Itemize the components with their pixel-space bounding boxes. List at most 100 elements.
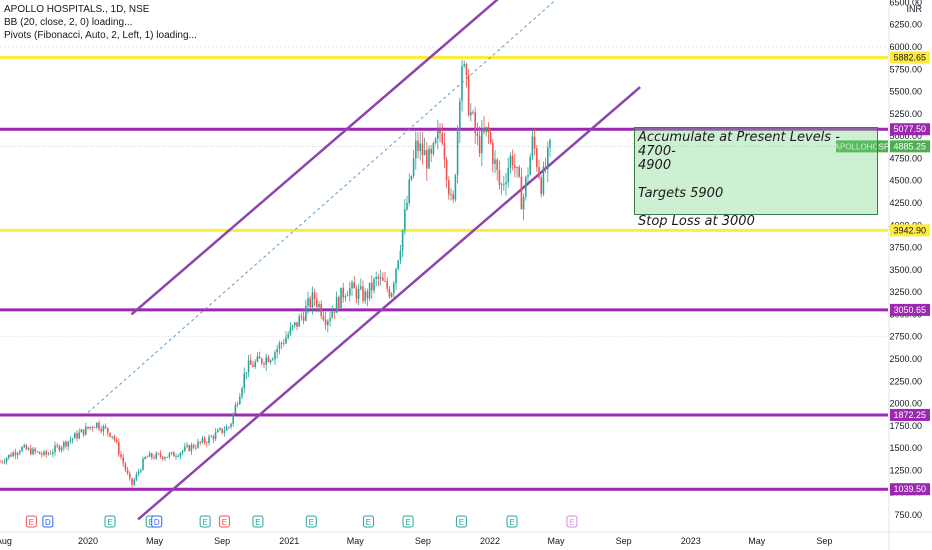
candle-body (263, 363, 265, 365)
x-tick-label: Aug (0, 536, 12, 546)
candle-body (360, 286, 362, 289)
y-tick-label: 4750.00 (889, 153, 922, 163)
symbol-tag (836, 140, 888, 153)
candle-body (496, 159, 499, 171)
candle-body (437, 130, 439, 139)
candle-body (38, 451, 41, 455)
candle-body (316, 299, 318, 308)
y-tick-label: 4500.00 (889, 176, 922, 186)
candle-body (111, 436, 114, 437)
candle-body (8, 454, 10, 458)
event-marker[interactable] (506, 515, 518, 528)
event-marker[interactable] (104, 515, 116, 528)
candle-body (327, 321, 329, 325)
candle-body (12, 452, 15, 457)
candle-body (351, 282, 353, 289)
symbol-label: APOLLOHOSP (835, 142, 890, 151)
candle-body (188, 445, 191, 452)
bb-indicator-label[interactable]: BB (20, close, 2, 0) loading... (4, 17, 133, 28)
event-marker[interactable] (199, 515, 211, 528)
candle-body (71, 438, 74, 440)
candle-body (538, 167, 540, 178)
candle-body (461, 65, 463, 102)
candle-body (56, 445, 59, 447)
event-marker[interactable] (218, 515, 230, 528)
candle-body (448, 180, 450, 195)
candle-body (368, 282, 371, 299)
candle-body (289, 327, 292, 335)
candle-body (423, 150, 426, 156)
pivots-indicator-label[interactable]: Pivots (Fibonacci, Auto, 2, Left, 1) loa… (4, 30, 197, 41)
candle-body (104, 426, 107, 428)
candle-body (168, 453, 171, 457)
candle-body (115, 439, 118, 442)
candle-body (386, 281, 389, 289)
candle-body (549, 139, 551, 148)
candle-body (485, 126, 488, 133)
candle-body (1, 461, 4, 463)
candle-body (151, 453, 153, 458)
candle-body (69, 439, 72, 442)
event-marker[interactable] (25, 515, 37, 528)
candle-body (278, 343, 281, 349)
candle-body (300, 316, 303, 318)
y-tick-label: 5500.00 (889, 87, 922, 97)
candle-body (129, 473, 131, 479)
candle-body (78, 432, 81, 439)
event-marker-label: E (459, 518, 464, 527)
level-price-label: 1872.25 (893, 410, 926, 420)
candle-body (478, 135, 481, 154)
event-marker[interactable] (305, 515, 317, 528)
candle-body (192, 445, 195, 448)
candle-body (135, 474, 138, 480)
candle-body (80, 429, 83, 433)
candle-body (311, 292, 314, 308)
candle-body (208, 436, 210, 444)
y-tick-label: 5000.00 (889, 131, 922, 141)
candle-body (258, 356, 261, 359)
candle-body (283, 343, 285, 345)
candle-body (494, 159, 496, 164)
event-marker[interactable] (362, 515, 374, 528)
level-price-label: 5077.50 (893, 124, 926, 134)
annotation-box[interactable] (634, 127, 878, 215)
event-marker[interactable] (455, 515, 467, 528)
candle-body (113, 436, 116, 440)
candle-body (30, 448, 32, 455)
y-tick-label: 2000.00 (889, 399, 922, 409)
candle-body (474, 112, 477, 134)
event-marker[interactable] (252, 515, 264, 528)
candle-body (126, 469, 129, 474)
candle-body (542, 166, 545, 195)
candle-body (181, 450, 184, 453)
y-tick-label: 6500.00 (889, 0, 922, 7)
candle-body (522, 196, 525, 210)
candle-body (476, 133, 479, 136)
candle-body (133, 479, 136, 485)
candle-body (228, 426, 230, 428)
candle-body (173, 452, 175, 457)
candle-body (100, 429, 103, 432)
event-marker[interactable] (42, 515, 54, 528)
candle-body (498, 170, 501, 185)
candle-body (219, 428, 221, 431)
level-price-label: 3942.90 (893, 225, 926, 235)
candle-body (366, 291, 369, 299)
symbol-title: APOLLO HOSPITALS., 1D, NSE (4, 4, 150, 15)
event-marker[interactable] (151, 515, 163, 528)
candle-body (32, 448, 34, 455)
candle-body (452, 194, 455, 200)
candle-body (272, 359, 274, 361)
candle-body (527, 174, 529, 177)
candle-body (148, 453, 151, 457)
event-marker[interactable] (402, 515, 414, 528)
candle-body (47, 453, 50, 455)
candle-body (439, 130, 441, 134)
candle-body (357, 288, 360, 299)
candle-body (285, 337, 287, 344)
candle-body (404, 209, 406, 231)
y-tick-label: 3750.00 (889, 243, 922, 253)
event-marker[interactable] (566, 515, 578, 528)
level-price-tag (890, 123, 930, 136)
